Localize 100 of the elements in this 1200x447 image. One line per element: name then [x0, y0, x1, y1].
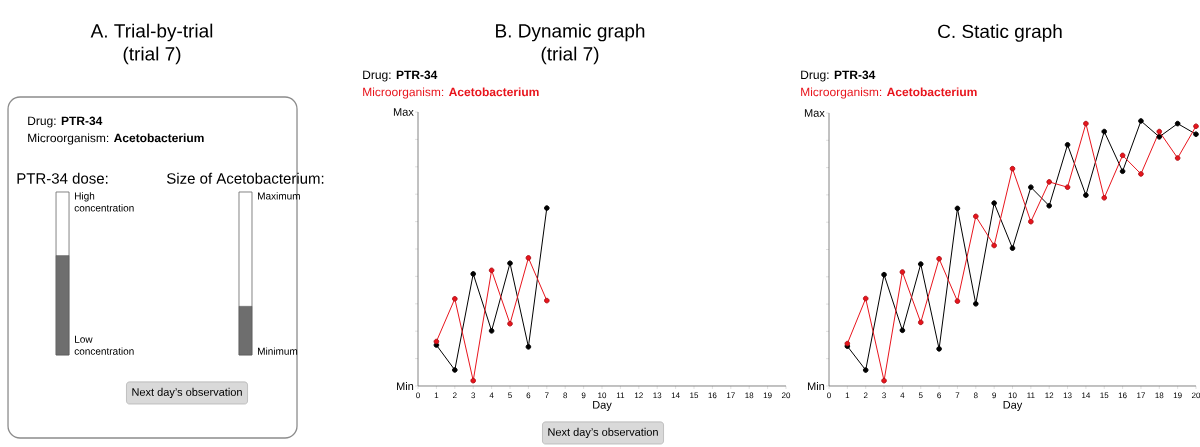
x-tick-label: 17 [1137, 392, 1145, 399]
x-axis-title: Day [593, 401, 612, 411]
x-tick-label: 1 [434, 392, 439, 399]
point [899, 327, 906, 334]
x-tick-label: 14 [1082, 392, 1091, 399]
point [470, 377, 477, 384]
x-tick-label: 12 [1045, 392, 1054, 399]
point [452, 296, 458, 302]
point [452, 367, 458, 373]
text: Max [393, 108, 414, 116]
point [862, 367, 869, 373]
point [991, 242, 997, 249]
point [1174, 120, 1181, 127]
point [1064, 142, 1071, 148]
x-tick-label: 7 [544, 392, 549, 399]
x-tick-label: 18 [745, 392, 754, 399]
x-tick-label: 15 [690, 392, 699, 399]
x-tick-label: 4 [900, 392, 905, 399]
x-tick-label: 8 [973, 392, 978, 399]
point [1193, 123, 1199, 130]
point [1046, 202, 1052, 209]
point [507, 260, 513, 267]
text: Max [804, 109, 825, 117]
x-tick-label: 3 [882, 392, 886, 399]
point [1046, 179, 1052, 185]
point [525, 344, 532, 350]
point [881, 271, 887, 278]
chart-subtitle: (trial 7) [541, 46, 599, 65]
point [1138, 118, 1144, 124]
text: High concentration [74, 192, 134, 212]
point [470, 271, 477, 277]
point [862, 295, 869, 302]
point [936, 255, 942, 262]
text: (trial 7) [123, 46, 181, 65]
x-tick-label: 4 [489, 392, 494, 399]
point [899, 269, 906, 275]
x-tick-label: 16 [1118, 392, 1127, 399]
x-tick-label: 19 [1173, 392, 1182, 399]
x-tick-label: 1 [845, 392, 850, 399]
point [544, 205, 550, 211]
x-tick-label: 16 [708, 392, 717, 399]
point [507, 320, 513, 327]
x-tick-label: 19 [763, 392, 772, 399]
point [1193, 131, 1199, 137]
chart-title: B. Dynamic graph [496, 23, 645, 42]
point [488, 328, 495, 334]
text: Microorganism: Acetobacterium [801, 87, 977, 99]
text: PTR-34 dose: [17, 172, 108, 184]
x-tick-label: 7 [955, 392, 960, 399]
x-tick-label: 5 [508, 392, 512, 399]
text: Min [396, 382, 414, 390]
point [936, 346, 942, 352]
point [1009, 165, 1016, 172]
point [488, 267, 495, 274]
x-tick-label: 6 [937, 392, 941, 399]
text: Maximum [258, 192, 300, 200]
point [973, 213, 979, 220]
x-tick-label: 20 [781, 392, 791, 399]
x-tick-label: 9 [992, 392, 996, 399]
x-tick-label: 10 [1008, 392, 1017, 399]
point [1028, 184, 1034, 190]
point [544, 297, 550, 304]
point [1174, 155, 1181, 161]
annotation: Low concentration [74, 335, 134, 355]
point [917, 319, 924, 326]
text: Microorganism: Acetobacterium [363, 87, 539, 99]
point [1083, 192, 1089, 198]
point [1083, 120, 1089, 127]
x-tick-label: 13 [1063, 392, 1072, 399]
x-tick-label: 12 [634, 392, 643, 399]
x-tick-label: 11 [1027, 392, 1035, 399]
x-tick-label: 8 [563, 392, 568, 399]
x-tick-label: 0 [827, 392, 831, 399]
x-tick-label: 11 [616, 392, 625, 399]
x-tick-label: 17 [726, 392, 735, 399]
point [525, 255, 532, 261]
text: Drug: PTR-34 [363, 70, 438, 82]
text: Next day’s observation [548, 427, 658, 439]
x-tick-label: 2 [863, 392, 868, 399]
text: Microorganism: Acetobacterium [28, 133, 204, 145]
point [954, 298, 961, 304]
x-tick-label: 3 [471, 392, 476, 399]
point [954, 205, 961, 212]
point [1138, 171, 1144, 177]
x-tick-label: 5 [918, 392, 923, 399]
x-tick-label: 0 [416, 392, 420, 399]
text: Drug: PTR-34 [801, 70, 876, 82]
text: Next day’s observation [132, 387, 242, 399]
point [917, 261, 924, 267]
point [1156, 134, 1163, 140]
point [1064, 184, 1071, 190]
annotation: Minimum [258, 347, 298, 355]
x-tick-label: 14 [671, 392, 680, 399]
x-tick-label: 18 [1155, 392, 1164, 399]
point [881, 377, 887, 384]
point [1028, 218, 1034, 225]
x-tick-label: 20 [1191, 392, 1200, 399]
text: Size of Acetobacterium: [166, 172, 324, 184]
point [1101, 128, 1108, 135]
point [973, 301, 979, 307]
